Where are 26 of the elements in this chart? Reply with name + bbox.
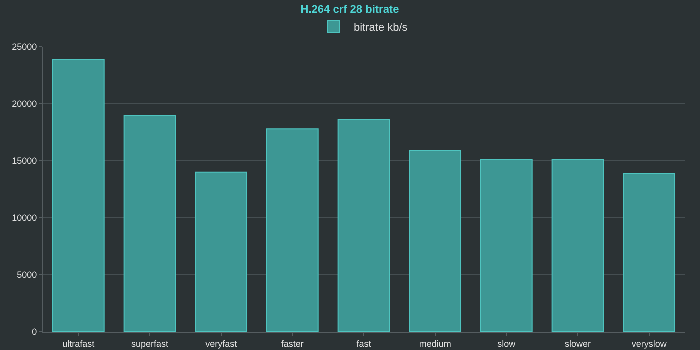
bar — [552, 159, 604, 332]
bar — [195, 172, 248, 332]
x-tick-label: veryslow — [632, 338, 668, 349]
y-tick-label: 25000 — [12, 42, 38, 52]
y-tick-label: 0 — [32, 327, 38, 338]
x-tick-label: medium — [419, 338, 452, 349]
bar — [124, 115, 176, 332]
bar — [623, 173, 676, 332]
y-tick-label: 5000 — [17, 270, 38, 280]
chart-title: H.264 crf 28 bitrate — [300, 4, 400, 16]
bar — [338, 119, 390, 332]
bar — [480, 159, 533, 332]
x-tick-label: veryfast — [206, 338, 238, 349]
x-tick-label: ultrafast — [62, 338, 96, 349]
x-tick-label: fast — [356, 338, 372, 349]
x-tick-label: superfast — [131, 338, 170, 349]
x-tick-label: slower — [564, 338, 592, 349]
y-tick-label: 15000 — [12, 156, 38, 166]
x-tick-label: faster — [281, 338, 304, 349]
bar — [409, 150, 462, 332]
legend-label: bitrate kb/s — [354, 22, 408, 34]
bar — [52, 59, 105, 332]
y-tick-label: 20000 — [12, 99, 38, 110]
x-tick-label: slow — [498, 338, 516, 349]
bar — [266, 128, 319, 332]
y-tick-label: 10000 — [12, 213, 38, 224]
